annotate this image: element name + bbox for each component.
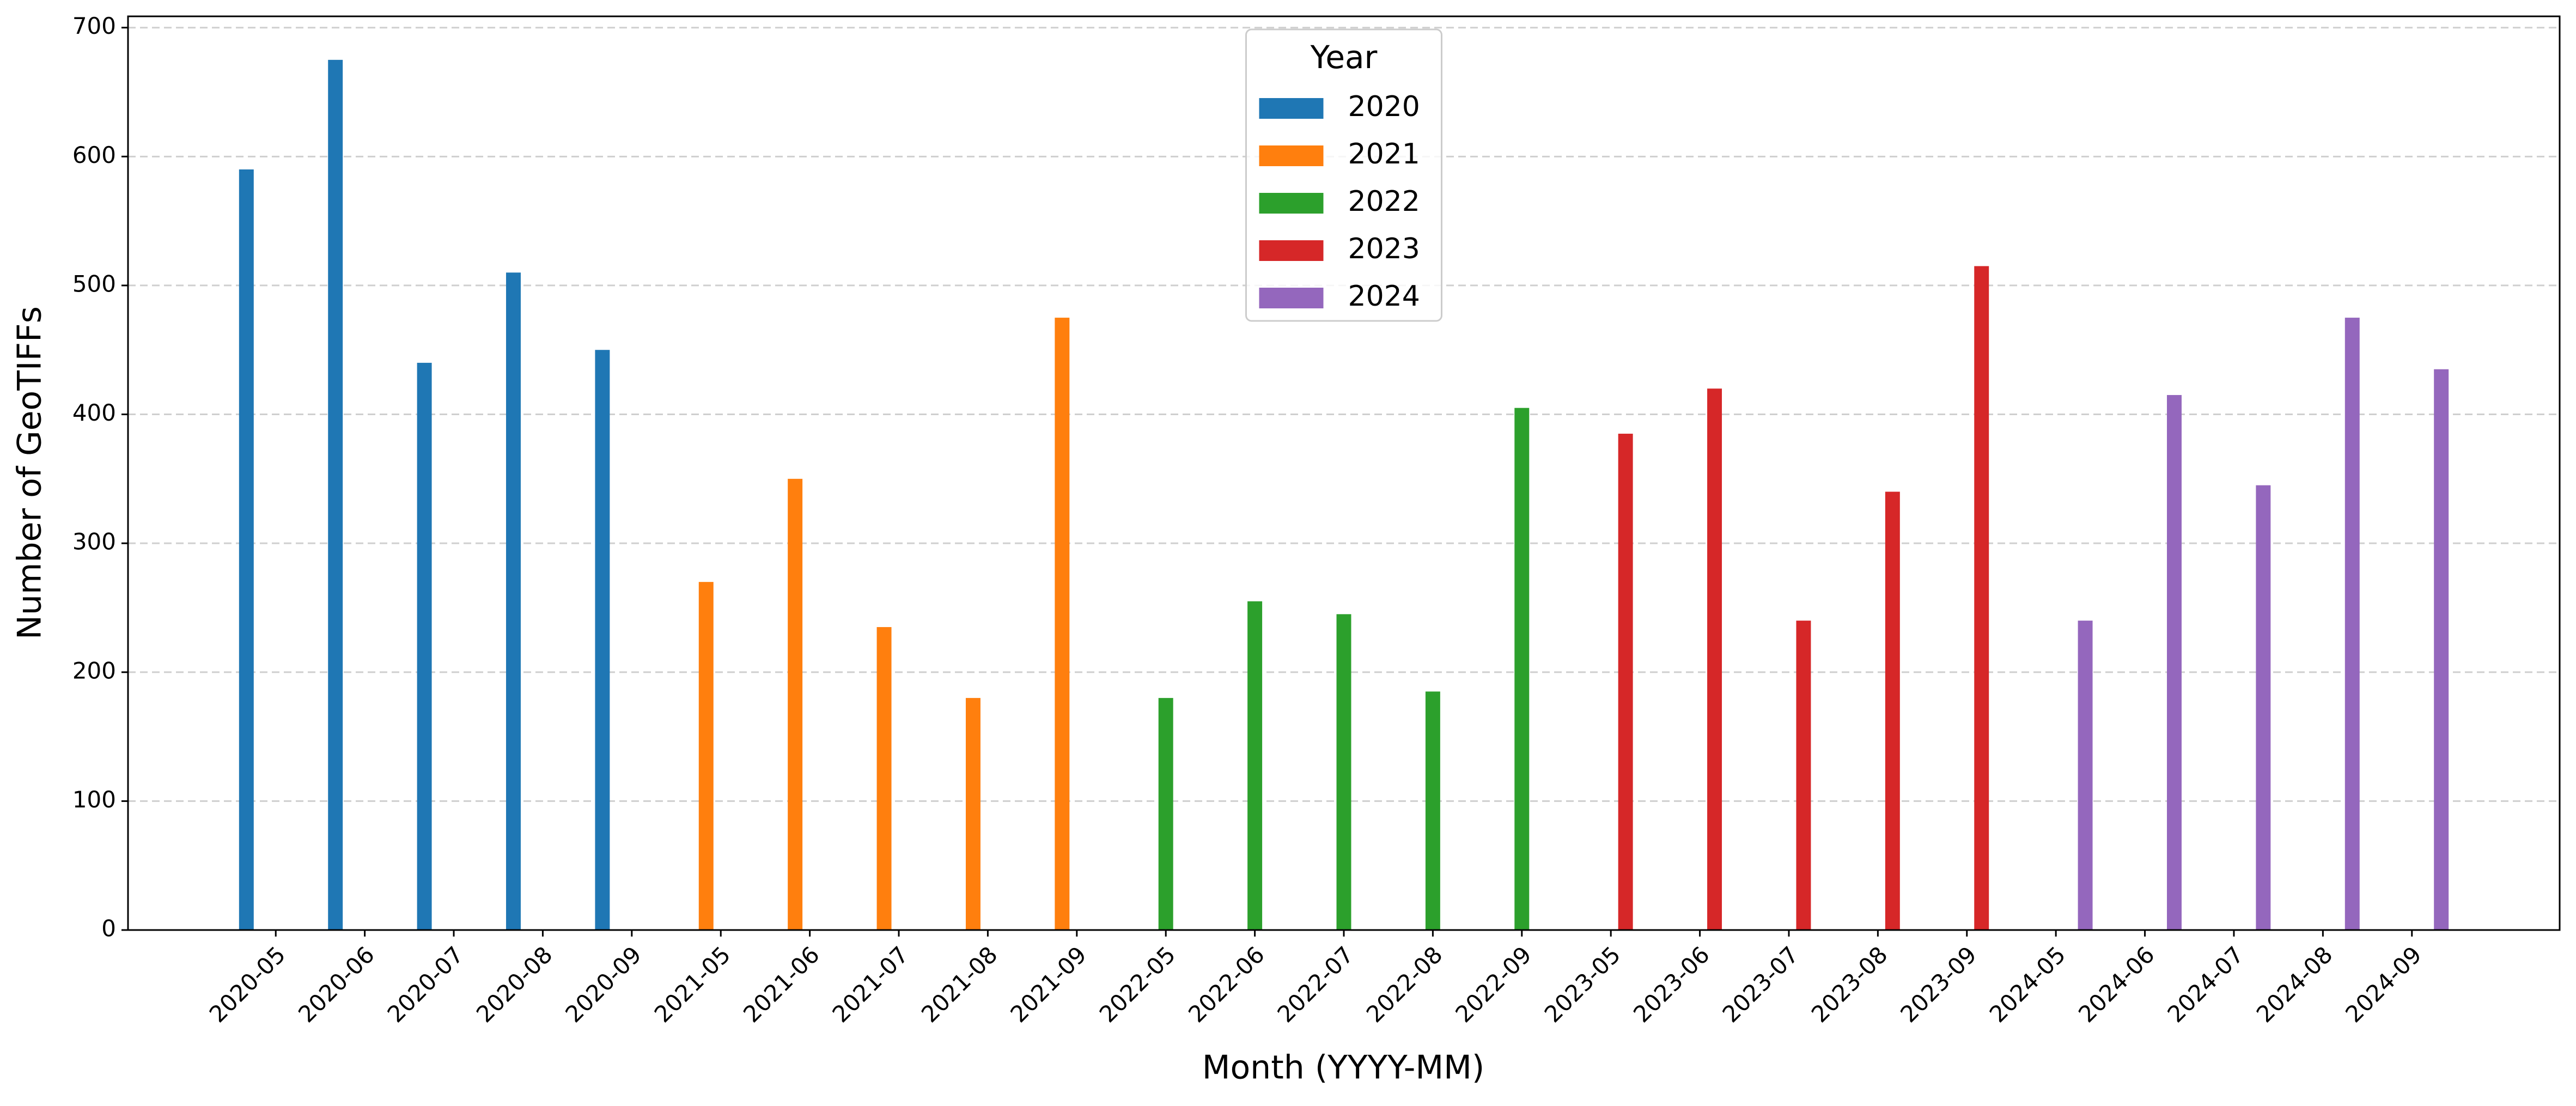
bar xyxy=(698,582,714,930)
bar xyxy=(1055,318,1070,930)
y-axis-label: Number of GeoTIFFs xyxy=(11,306,49,640)
bar xyxy=(1885,491,1900,930)
y-tick-label: 500 xyxy=(72,270,116,297)
x-axis-label: Month (YYYY-MM) xyxy=(1202,1049,1485,1087)
legend-label: 2023 xyxy=(1348,233,1420,265)
legend-swatch xyxy=(1259,240,1324,261)
legend-swatch xyxy=(1259,288,1324,308)
y-tick-label: 400 xyxy=(72,399,116,426)
legend-title: Year xyxy=(1310,39,1378,76)
bar xyxy=(1247,601,1263,930)
bar xyxy=(1796,621,1811,930)
legend-swatch xyxy=(1259,193,1324,214)
bar xyxy=(2256,485,2271,930)
legend-swatch xyxy=(1259,98,1324,119)
bar xyxy=(2344,318,2360,930)
bar xyxy=(1514,408,1530,930)
y-tick-label: 0 xyxy=(101,915,116,942)
bar xyxy=(2078,621,2093,930)
bar xyxy=(1974,266,1989,930)
bar xyxy=(1425,691,1440,930)
y-tick-label: 600 xyxy=(72,142,116,168)
bar xyxy=(1336,614,1351,930)
bar xyxy=(417,362,432,931)
legend-label: 2024 xyxy=(1348,280,1420,313)
bar xyxy=(2167,395,2182,930)
y-tick-label: 700 xyxy=(72,13,116,39)
bar xyxy=(595,350,610,931)
legend-label: 2022 xyxy=(1348,185,1420,218)
bar xyxy=(2434,369,2449,930)
bar xyxy=(788,478,803,930)
bar xyxy=(965,698,981,930)
bar xyxy=(876,627,892,930)
bar xyxy=(1707,388,1722,930)
legend-label: 2020 xyxy=(1348,90,1420,123)
legend-label: 2021 xyxy=(1348,138,1420,171)
bar xyxy=(1618,434,1633,930)
plot-frame xyxy=(127,15,2561,931)
legend-swatch xyxy=(1259,145,1324,166)
y-tick-label: 100 xyxy=(72,786,116,813)
y-tick-label: 200 xyxy=(72,657,116,684)
bar xyxy=(1158,698,1173,930)
bar xyxy=(239,169,254,931)
bar xyxy=(506,272,521,931)
bar xyxy=(328,59,343,930)
y-tick-label: 300 xyxy=(72,528,116,555)
